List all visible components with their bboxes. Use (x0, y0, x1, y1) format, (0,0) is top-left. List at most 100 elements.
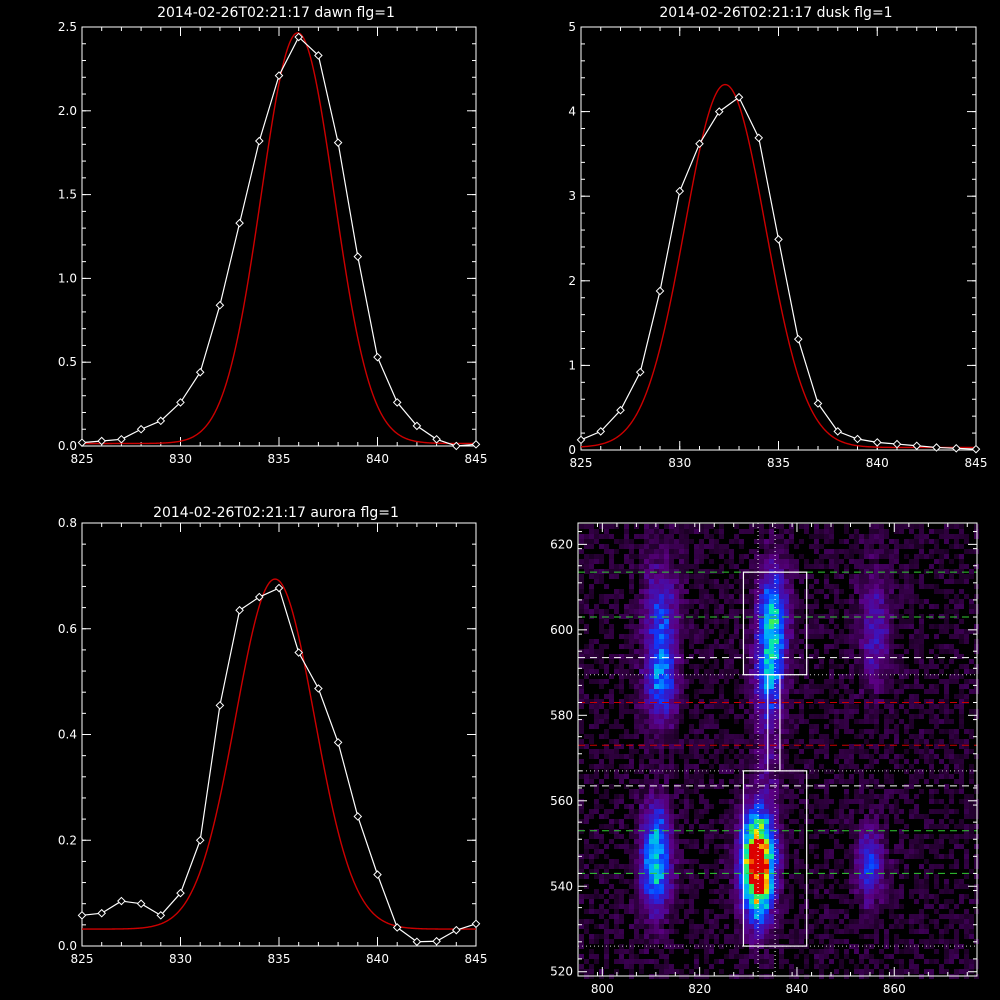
spectrogram-pixel (749, 829, 754, 834)
spectrogram-pixel (654, 564, 659, 569)
spectrogram-pixel (784, 739, 789, 744)
spectrogram-pixel (589, 749, 594, 754)
spectrogram-pixel (764, 804, 769, 809)
spectrogram-pixel (894, 659, 899, 664)
spectrogram-pixel (719, 524, 724, 529)
spectrogram-pixel (934, 824, 939, 829)
spectrogram-pixel (604, 869, 609, 874)
spectrogram-pixel (629, 884, 634, 889)
spectrogram-pixel (639, 824, 644, 829)
spectrogram-pixel (664, 824, 669, 829)
spectrogram-pixel (654, 624, 659, 629)
spectrogram-pixel (724, 764, 729, 769)
spectrogram-pixel (964, 834, 969, 839)
spectrogram-pixel (964, 849, 969, 854)
spectrogram-pixel (689, 564, 694, 569)
spectrogram-pixel (754, 704, 759, 709)
spectrogram-pixel (954, 764, 959, 769)
spectrogram-pixel (944, 789, 949, 794)
spectrogram-pixel (619, 864, 624, 869)
spectrogram-pixel (674, 604, 679, 609)
panel-dusk-marker (734, 92, 744, 102)
spectrogram-pixel (779, 834, 784, 839)
spectrogram-pixel (954, 634, 959, 639)
spectrogram-pixel (874, 749, 879, 754)
spectrogram-pixel (879, 809, 884, 814)
spectrogram-pixel (934, 624, 939, 629)
spectrogram-pixel (954, 929, 959, 934)
spectrogram-pixel (899, 589, 904, 594)
spectrogram-pixel (784, 614, 789, 619)
spectrogram-pixel (774, 614, 779, 619)
spectrogram-pixel (774, 644, 779, 649)
spectrogram-pixel (624, 634, 629, 639)
spectrogram-pixel (634, 714, 639, 719)
spectrogram-pixel (919, 849, 924, 854)
spectrogram-pixel (709, 619, 714, 624)
spectrogram-pixel (914, 814, 919, 819)
spectrogram-pixel (719, 929, 724, 934)
spectrogram-pixel (704, 689, 709, 694)
spectrogram-pixel (964, 629, 969, 634)
spectrogram-pixel (854, 789, 859, 794)
spectrogram-pixel (604, 764, 609, 769)
spectrogram-pixel (749, 919, 754, 924)
spectrogram-pixel (794, 634, 799, 639)
spectrogram-pixel (664, 609, 669, 614)
spectrogram-pixel (674, 869, 679, 874)
spectrogram-pixel (629, 614, 634, 619)
spectrogram-pixel (734, 819, 739, 824)
spectrogram-pixel (809, 544, 814, 549)
spectrogram-pixel (854, 849, 859, 854)
spectrogram-pixel (789, 554, 794, 559)
spectrogram-pixel (759, 789, 764, 794)
spectrogram-pixel (754, 794, 759, 799)
spectrogram-pixel (844, 869, 849, 874)
spectrogram-pixel (764, 769, 769, 774)
spectrogram-pixel (954, 759, 959, 764)
spectrogram-pixel (839, 824, 844, 829)
spectrogram-pixel (914, 654, 919, 659)
spectrogram-pixel (784, 714, 789, 719)
spectrogram-pixel (739, 574, 744, 579)
spectrogram-pixel (649, 529, 654, 534)
spectrogram-pixel (734, 924, 739, 929)
spectrogram-pixel (734, 689, 739, 694)
spectrogram-pixel (609, 689, 614, 694)
spectrogram-pixel (794, 849, 799, 854)
spectrogram-pixel (694, 859, 699, 864)
spectrogram-pixel (914, 659, 919, 664)
spectrogram-pixel (639, 724, 644, 729)
spectrogram-pixel (614, 859, 619, 864)
spectrogram-pixel (599, 614, 604, 619)
spectrogram-pixel (709, 804, 714, 809)
spectrogram-pixel (874, 529, 879, 534)
spectrogram-pixel (784, 584, 789, 589)
spectrogram-pixel (594, 579, 599, 584)
spectrogram-pixel (909, 744, 914, 749)
spectrogram-pixel (874, 559, 879, 564)
spectrogram-pixel (669, 734, 674, 739)
spectrogram-pixel (814, 894, 819, 899)
spectrogram-pixel (754, 769, 759, 774)
spectrogram-pixel (829, 614, 834, 619)
spectrogram-pixel (854, 769, 859, 774)
spectrogram-pixel (919, 599, 924, 604)
spectrogram-pixel (739, 704, 744, 709)
spectrogram-pixel (904, 599, 909, 604)
spectrogram-pixel (624, 764, 629, 769)
spectrogram-pixel (769, 719, 774, 724)
spectrogram-pixel (824, 724, 829, 729)
spectrogram-pixel (824, 704, 829, 709)
spectrogram-pixel (809, 739, 814, 744)
spectrogram-pixel (884, 699, 889, 704)
spectrogram-pixel (859, 829, 864, 834)
spectrogram-pixel (854, 879, 859, 884)
spectrogram-pixel (699, 539, 704, 544)
spectrogram-pixel (749, 889, 754, 894)
spectrogram-pixel (774, 714, 779, 719)
spectrogram-pixel (854, 869, 859, 874)
spectrogram-pixel (904, 624, 909, 629)
spectrogram-pixel (789, 719, 794, 724)
spectrogram-pixel (604, 619, 609, 624)
